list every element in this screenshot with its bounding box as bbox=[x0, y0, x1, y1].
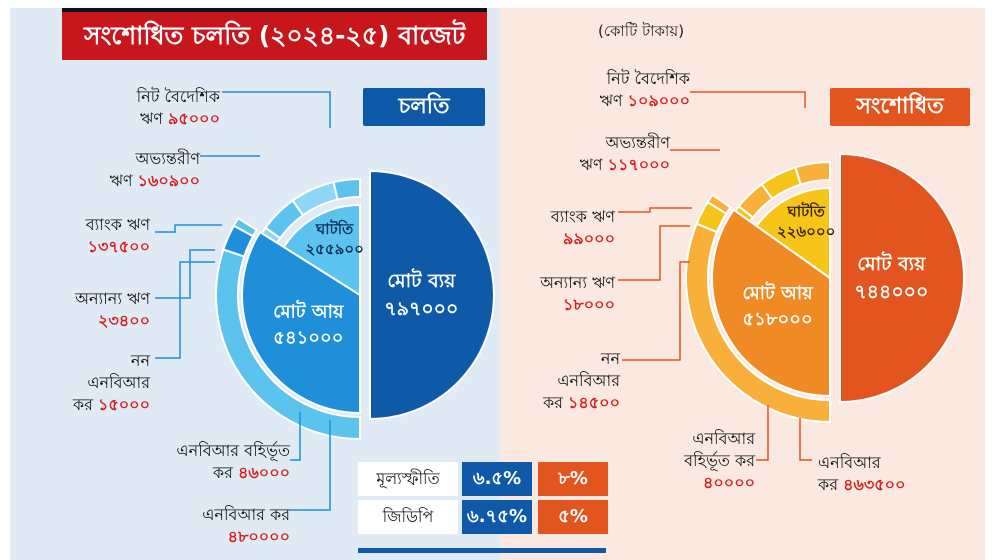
expenditure-slice bbox=[369, 169, 495, 421]
income-label: মোট আয় bbox=[742, 281, 814, 304]
leader-line bbox=[290, 420, 331, 511]
leader-line bbox=[222, 91, 331, 128]
indicator-row-inflation: মূল্যস্ফীতি ৬.৫% ৮% bbox=[358, 462, 616, 496]
deficit-label: ঘাটতি bbox=[315, 219, 354, 238]
indicator-row-gdp: জিডিপি ৬.৭৫% ৫% bbox=[358, 500, 616, 534]
label-nbr-revised: এনবিআর কর ৪৬৩৫০০ bbox=[818, 453, 906, 494]
table-underline bbox=[358, 548, 606, 553]
label-nbr-current: এনবিআর কর ৪৮০০০০ bbox=[202, 505, 290, 546]
deficit-breakdown-arc bbox=[332, 177, 361, 201]
leader-line bbox=[618, 207, 692, 213]
deficit-slice bbox=[282, 203, 361, 297]
deficit-value: ২৫৫৯০০ bbox=[305, 240, 363, 258]
label-outside-nbr-revised: এনবিআর বহির্ভূত কর ৪০০০০ bbox=[684, 429, 755, 492]
leader-line bbox=[155, 261, 215, 359]
leader-line bbox=[690, 91, 806, 108]
leader-line bbox=[155, 224, 222, 233]
income-breakdown-arc bbox=[706, 193, 732, 216]
indicator-current: ৬.৭৫% bbox=[462, 500, 532, 534]
expenditure-value: ৭৯৭০০০ bbox=[384, 298, 458, 320]
deficit-value: ২২৬০০০ bbox=[777, 222, 836, 240]
deficit-slice bbox=[755, 186, 831, 280]
label-other-loan-current: অন্যান্য ঋণ ২৩৪০০ bbox=[75, 289, 150, 330]
page-title: সংশোধিত চলতি (২০২৪-২৫) বাজেট bbox=[62, 8, 488, 60]
label-domestic-loan-current: অভ্যন্তরীণ ঋণ ১৬০৯০০ bbox=[109, 149, 200, 190]
indicator-name: জিডিপি bbox=[358, 500, 458, 534]
deficit-breakdown-arc bbox=[794, 160, 831, 186]
label-foreign-loan-revised: নিট বৈদেশিক ঋণ ১০৯০০০ bbox=[599, 69, 690, 110]
label-outside-nbr-current: এনবিআর বহির্ভূত কর ৪৬০০০ bbox=[176, 441, 290, 482]
income-slice bbox=[711, 208, 831, 398]
indicators-table: মূল্যস্ফীতি ৬.৫% ৮% জিডিপি ৬.৭৫% ৫% bbox=[358, 462, 616, 538]
expenditure-slice bbox=[839, 152, 965, 404]
indicator-name: মূল্যস্ফীতি bbox=[358, 462, 458, 496]
leader-line bbox=[622, 261, 690, 361]
label-bank-loan-revised: ব্যাংক ঋণ ৯৯০০০ bbox=[550, 207, 615, 248]
label-other-loan-revised: অন্যান্য ঋণ ১৮০০০ bbox=[540, 273, 615, 314]
label-non-nbr-current: নন এনবিআর কর ১৫০০০ bbox=[72, 351, 150, 414]
revised-tag: সংশোধিত bbox=[830, 88, 970, 126]
label-foreign-loan-current: নিট বৈদেশিক ঋণ ৯৫০০০ bbox=[136, 87, 220, 128]
expenditure-label: মোট ব্যয় bbox=[387, 268, 456, 292]
income-breakdown-arc bbox=[232, 216, 259, 238]
leader-line bbox=[799, 418, 812, 461]
label-domestic-loan-revised: অভ্যন্তরীণ ঋণ ১১৭০০০ bbox=[579, 133, 670, 174]
deficit-label: ঘাটতি bbox=[787, 201, 826, 220]
expenditure-value: ৭৪৪০০০ bbox=[854, 281, 928, 303]
label-bank-loan-current: ব্যাংক ঋণ ১৩৭৫০০ bbox=[85, 215, 150, 256]
leader-line bbox=[290, 412, 301, 461]
income-value: ৫৪১০০০ bbox=[273, 328, 343, 349]
income-value: ৫১৮০০০ bbox=[743, 309, 813, 330]
leader-line bbox=[756, 405, 769, 461]
label-non-nbr-revised: নন এনবিআর কর ১৪৫০০ bbox=[542, 349, 620, 412]
unit-note: (কোটি টাকায়) bbox=[598, 22, 685, 40]
indicator-revised: ৫% bbox=[538, 500, 608, 534]
expenditure-label: মোট ব্যয় bbox=[857, 251, 926, 275]
indicator-revised: ৮% bbox=[538, 462, 608, 496]
current-tag: চলতি bbox=[363, 88, 485, 126]
income-label: মোট আয় bbox=[273, 300, 345, 323]
leader-line bbox=[155, 249, 215, 299]
leader-line bbox=[618, 225, 690, 281]
indicator-current: ৬.৫% bbox=[462, 462, 532, 496]
